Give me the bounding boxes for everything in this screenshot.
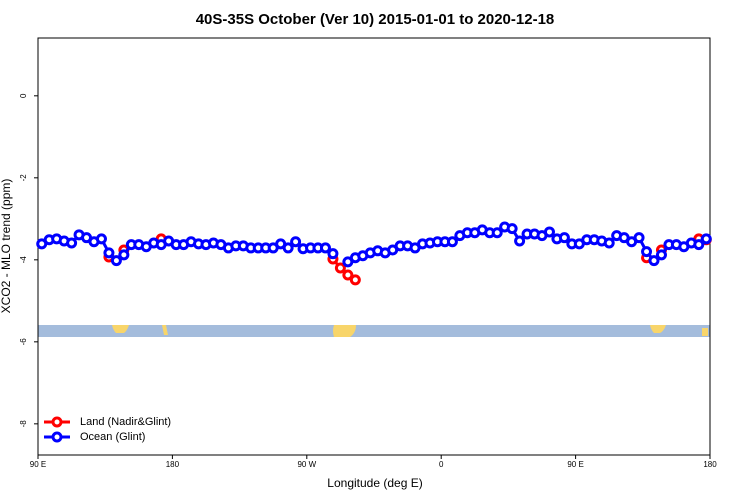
- point: [543, 226, 555, 238]
- land-ocean-strip: [38, 325, 710, 337]
- point: [319, 242, 331, 254]
- point: [327, 248, 339, 260]
- point: [66, 237, 78, 249]
- point: [648, 255, 660, 267]
- x-tick-label: 180: [166, 460, 180, 469]
- point: [693, 239, 705, 251]
- point: [103, 247, 115, 259]
- y-tick-label: 0: [19, 93, 28, 98]
- y-tick-label: -2: [19, 174, 28, 182]
- y-tick-label: -8: [19, 420, 28, 428]
- x-tick-label: 90 W: [297, 460, 316, 469]
- point: [655, 249, 667, 261]
- point: [282, 242, 294, 254]
- point: [506, 223, 518, 235]
- x-tick-label: 90 E: [30, 460, 46, 469]
- point: [334, 262, 346, 274]
- point: [491, 227, 503, 239]
- legend-marker: [51, 416, 63, 428]
- point: [603, 237, 615, 249]
- point: [110, 255, 122, 267]
- y-tick-label: -4: [19, 256, 28, 264]
- y-axis-label: XCO2 - MLO trend (ppm): [0, 179, 13, 314]
- point: [700, 233, 712, 245]
- point: [118, 249, 130, 261]
- point: [558, 232, 570, 244]
- point: [290, 236, 302, 248]
- point: [342, 269, 354, 281]
- point: [514, 235, 526, 247]
- x-axis-label: Longitude (deg E): [327, 476, 422, 490]
- point: [446, 236, 458, 248]
- chart-title: 40S-35S October (Ver 10) 2015-01-01 to 2…: [196, 11, 555, 28]
- point: [641, 246, 653, 258]
- point: [349, 274, 361, 286]
- point: [633, 232, 645, 244]
- x-tick-label: 180: [703, 460, 717, 469]
- y-tick-label: -6: [19, 338, 28, 346]
- point: [95, 233, 107, 245]
- x-tick-label: 0: [439, 460, 444, 469]
- x-tick-label: 90 E: [567, 460, 583, 469]
- legend-label: Ocean (Glint): [80, 431, 145, 443]
- legend-marker: [51, 431, 63, 443]
- legend-label: Land (Nadir&Glint): [80, 416, 171, 428]
